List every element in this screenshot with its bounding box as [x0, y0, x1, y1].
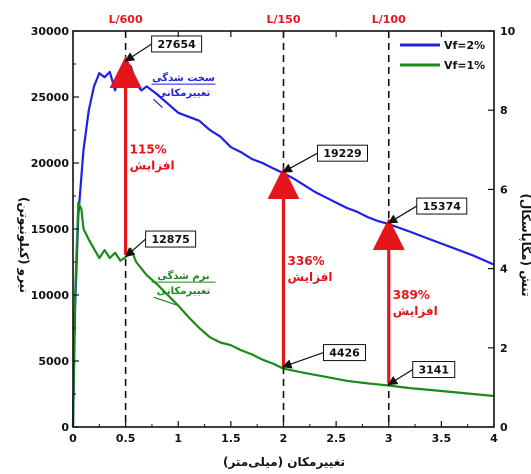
y-tick-label: 5000 — [38, 355, 69, 368]
callout-value: 27654 — [157, 38, 196, 51]
increase-percent: 336% — [288, 254, 325, 268]
callout-value: 19229 — [323, 147, 361, 160]
series-line-vf1 — [71, 201, 495, 428]
callout-value: 3141 — [418, 364, 449, 377]
y2-tick-label: 2 — [500, 342, 508, 355]
callout-box — [145, 230, 197, 248]
increase-word: افزایش — [288, 270, 333, 284]
x-tick-label: 1.5 — [221, 432, 241, 445]
curve-annotation-line1: سخت شدگی — [152, 71, 215, 84]
callout-leader — [387, 205, 418, 224]
increase-percent: 389% — [393, 288, 430, 302]
increase-word: افزایش — [130, 159, 175, 173]
y-tick-label: 30000 — [31, 25, 70, 38]
y2-tick-label: 8 — [500, 104, 508, 117]
series-line-vf2 — [71, 60, 495, 428]
deflection-limit-label: L/600 — [109, 13, 143, 26]
increase-word: افزایش — [393, 304, 438, 318]
y2-tick-label: 4 — [500, 263, 508, 276]
y2-tick-label: 0 — [500, 421, 508, 434]
callout-box — [317, 144, 368, 162]
y-tick-label: 10000 — [31, 289, 70, 302]
callout-value: 12875 — [151, 233, 189, 246]
x-tick-label: 0.5 — [116, 432, 136, 445]
callout-leader — [125, 238, 147, 258]
x-tick-label: 2 — [280, 432, 288, 445]
callout-box — [412, 361, 456, 379]
y2-tick-label: 10 — [500, 25, 516, 38]
curve-annotation-leader — [153, 296, 179, 307]
x-tick-label: 3 — [385, 432, 393, 445]
y2-tick-label: 6 — [500, 183, 508, 196]
x-axis-title: تغییرمکان (میلی‌متر) — [223, 455, 345, 469]
callout-leader — [124, 43, 152, 62]
increase-percent: 115% — [130, 143, 167, 157]
curve-annotation-leader — [153, 98, 163, 108]
x-tick-label: 2.5 — [326, 432, 346, 445]
callout-box — [416, 197, 468, 215]
legend-label: Vf=2% — [444, 39, 485, 52]
curve-annotation-line2: تغییرمکانی — [157, 286, 211, 297]
callout-leader — [387, 369, 414, 386]
deflection-limit-label: L/150 — [267, 13, 301, 26]
x-tick-label: 4 — [490, 432, 498, 445]
callout-value: 15374 — [423, 200, 462, 213]
x-tick-label: 0 — [69, 432, 77, 445]
x-tick-label: 3.5 — [432, 432, 452, 445]
x-tick-label: 1 — [174, 432, 182, 445]
y-tick-label: 20000 — [31, 157, 70, 170]
callout-value: 4426 — [329, 347, 360, 360]
y-tick-label: 25000 — [31, 91, 70, 104]
y2-axis-title: تنش (مگاپاسکال) — [519, 193, 531, 296]
callout-leader — [282, 152, 318, 173]
y-tick-label: 15000 — [31, 223, 70, 236]
callout-box — [323, 344, 366, 362]
legend-label: Vf=1% — [444, 59, 485, 72]
y-axis-title: نیرو (کیلونیوتن) — [16, 197, 31, 293]
curve-annotation-line1: نرم شدگی — [157, 269, 209, 282]
callout-leader — [281, 352, 324, 369]
curve-annotation-line2: تغییرمکانی — [157, 88, 211, 99]
callout-box — [151, 35, 203, 53]
y-tick-label: 0 — [61, 421, 69, 434]
deflection-limit-label: L/100 — [372, 13, 406, 26]
